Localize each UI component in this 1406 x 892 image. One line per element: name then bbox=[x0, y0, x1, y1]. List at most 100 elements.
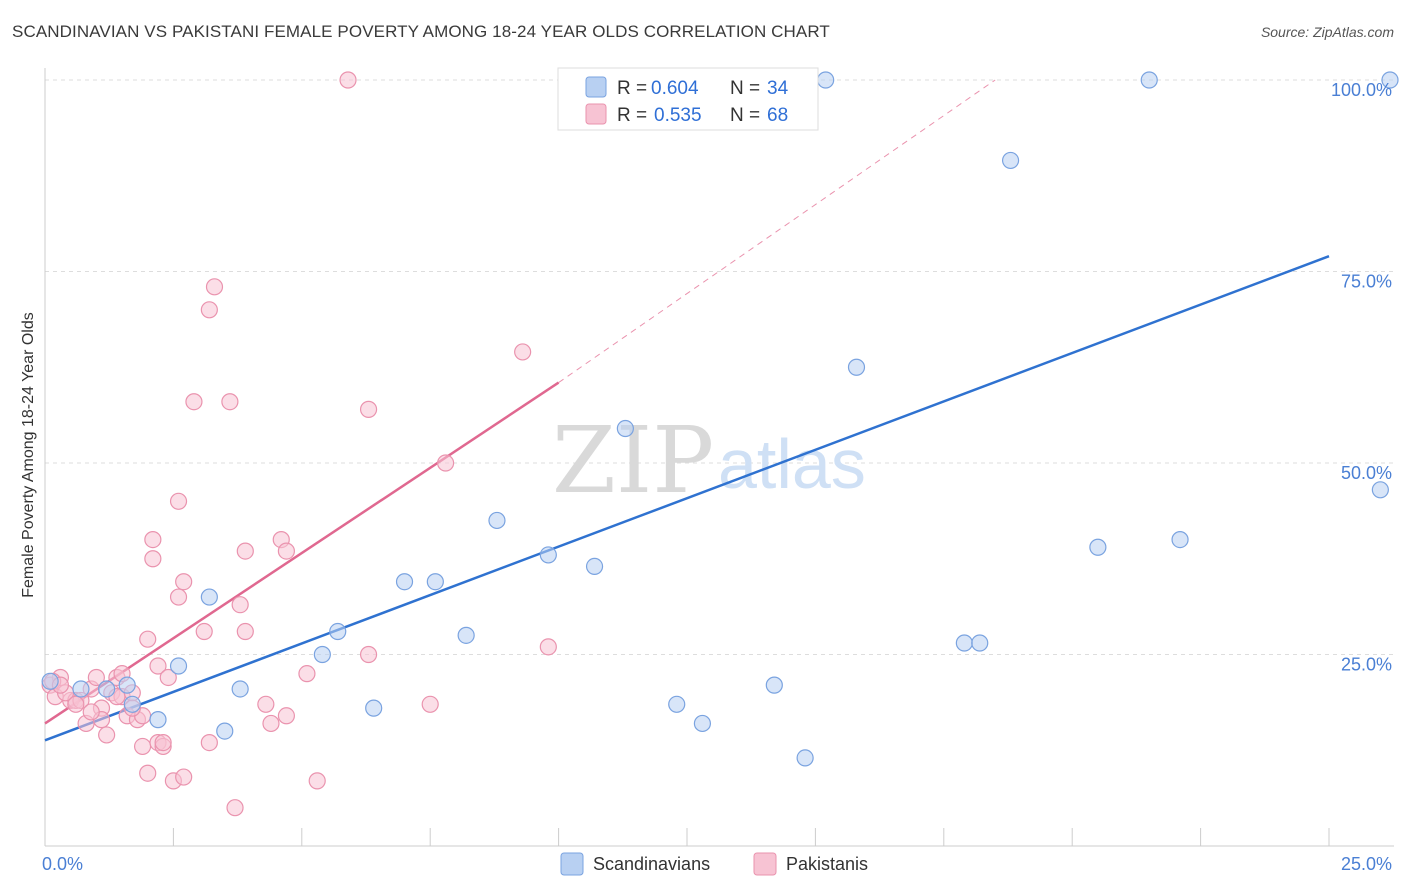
point-pakistanis bbox=[205, 278, 224, 296]
point-scandinavians bbox=[313, 645, 331, 664]
point-scandinavians bbox=[72, 680, 90, 698]
y-tick-label: 25.0% bbox=[1341, 655, 1392, 675]
trend-line-scandinavians bbox=[44, 255, 1330, 742]
point-pakistanis bbox=[277, 542, 295, 560]
point-scandinavians bbox=[585, 557, 604, 576]
point-pakistanis bbox=[82, 703, 100, 721]
point-scandinavians bbox=[41, 672, 59, 690]
gridlines bbox=[45, 79, 1394, 655]
point-scandinavians bbox=[1140, 71, 1158, 89]
point-pakistanis bbox=[185, 393, 203, 411]
point-pakistanis bbox=[539, 638, 557, 656]
point-pakistanis bbox=[226, 799, 244, 817]
point-scandinavians bbox=[817, 71, 835, 89]
legend-swatch-scandinavians bbox=[585, 76, 607, 98]
point-scandinavians bbox=[123, 695, 141, 713]
point-pakistanis bbox=[175, 573, 193, 591]
legend-r-value-2: 0.535 bbox=[654, 105, 702, 126]
source-label: Source: ZipAtlas.com bbox=[1260, 24, 1394, 40]
point-scandinavians bbox=[1371, 481, 1389, 499]
point-scandinavians bbox=[457, 626, 475, 644]
point-scandinavians bbox=[1171, 530, 1189, 549]
point-scandinavians bbox=[169, 657, 188, 675]
point-pakistanis bbox=[359, 645, 378, 664]
point-pakistanis bbox=[339, 71, 357, 89]
point-pakistanis bbox=[169, 588, 188, 606]
point-scandinavians bbox=[955, 634, 973, 652]
trend-lines bbox=[44, 79, 1330, 742]
point-pakistanis bbox=[133, 737, 152, 756]
point-pakistanis bbox=[262, 714, 280, 733]
point-scandinavians bbox=[118, 676, 136, 694]
legend-n-value-2: 68 bbox=[767, 105, 788, 126]
point-pakistanis bbox=[277, 707, 295, 725]
bottom-legend-swatch-pakistanis bbox=[753, 852, 777, 876]
legend-n-value-1: 34 bbox=[767, 78, 789, 99]
bottom-legend-swatch-scandinavians bbox=[560, 852, 584, 876]
tick-labels: 25.0% 50.0% 75.0% 100.0% 0.0% 25.0% bbox=[42, 80, 1392, 874]
point-pakistanis bbox=[236, 622, 254, 641]
legend-r-label-2: R = bbox=[617, 105, 647, 126]
trend-extension-pakistanis bbox=[558, 79, 996, 383]
point-pakistanis bbox=[514, 343, 532, 361]
legend-n-label-1: N = bbox=[730, 78, 760, 99]
point-scandinavians bbox=[231, 680, 249, 698]
watermark: ZIP atlas bbox=[552, 407, 866, 514]
chart-title: SCANDINAVIAN VS PAKISTANI FEMALE POVERTY… bbox=[12, 22, 830, 41]
point-pakistanis bbox=[144, 550, 162, 568]
x-tick-label: 0.0% bbox=[42, 854, 83, 874]
point-scandinavians bbox=[616, 419, 634, 438]
trend-line-pakistanis bbox=[44, 381, 560, 725]
point-pakistanis bbox=[257, 695, 275, 713]
point-pakistanis bbox=[144, 530, 162, 549]
point-scandinavians bbox=[216, 722, 234, 740]
point-pakistanis bbox=[308, 772, 326, 790]
legend-swatch-pakistanis bbox=[585, 103, 607, 125]
bottom-legend-pakistanis: Pakistanis bbox=[786, 854, 868, 874]
point-scandinavians bbox=[1001, 151, 1020, 170]
point-pakistanis bbox=[231, 596, 249, 614]
point-scandinavians bbox=[668, 695, 686, 713]
point-scandinavians bbox=[329, 622, 347, 641]
y-tick-label: 75.0% bbox=[1341, 272, 1392, 292]
point-pakistanis bbox=[437, 454, 455, 472]
point-pakistanis bbox=[139, 764, 157, 782]
point-scandinavians bbox=[488, 511, 506, 530]
point-scandinavians bbox=[693, 714, 712, 733]
point-pakistanis bbox=[87, 668, 105, 687]
legend: R = 0.604 N = 34 R = 0.535 N = 68 bbox=[557, 67, 819, 131]
point-scandinavians bbox=[365, 699, 383, 717]
point-scandinavians bbox=[395, 573, 414, 591]
point-scandinavians bbox=[847, 358, 866, 376]
legend-r-value-1: 0.604 bbox=[651, 78, 699, 99]
point-scandinavians bbox=[98, 680, 116, 698]
point-scandinavians bbox=[200, 588, 218, 606]
bottom-legend-scandinavians: Scandinavians bbox=[593, 854, 710, 874]
point-pakistanis bbox=[159, 668, 177, 687]
point-pakistanis bbox=[236, 542, 254, 560]
point-pakistanis bbox=[421, 695, 439, 713]
watermark-atlas: atlas bbox=[718, 425, 866, 503]
point-scandinavians bbox=[796, 749, 814, 767]
legend-r-label-1: R = bbox=[617, 78, 647, 99]
point-pakistanis bbox=[139, 630, 157, 648]
point-pakistanis bbox=[200, 301, 218, 319]
point-scandinavians bbox=[1089, 538, 1107, 556]
data-points bbox=[41, 71, 1399, 817]
axes bbox=[44, 68, 1394, 847]
point-pakistanis bbox=[154, 733, 172, 752]
x-tick-label: 25.0% bbox=[1341, 854, 1392, 874]
point-pakistanis bbox=[98, 726, 116, 744]
point-pakistanis bbox=[67, 695, 85, 713]
point-pakistanis bbox=[221, 393, 239, 411]
point-pakistanis bbox=[195, 622, 213, 641]
point-pakistanis bbox=[149, 657, 167, 675]
point-pakistanis bbox=[169, 492, 188, 510]
y-tick-label: 100.0% bbox=[1331, 80, 1392, 100]
point-pakistanis bbox=[175, 768, 193, 786]
point-scandinavians bbox=[765, 676, 783, 694]
point-scandinavians bbox=[1381, 71, 1399, 89]
point-scandinavians bbox=[971, 634, 989, 652]
y-tick-label: 50.0% bbox=[1341, 463, 1392, 483]
